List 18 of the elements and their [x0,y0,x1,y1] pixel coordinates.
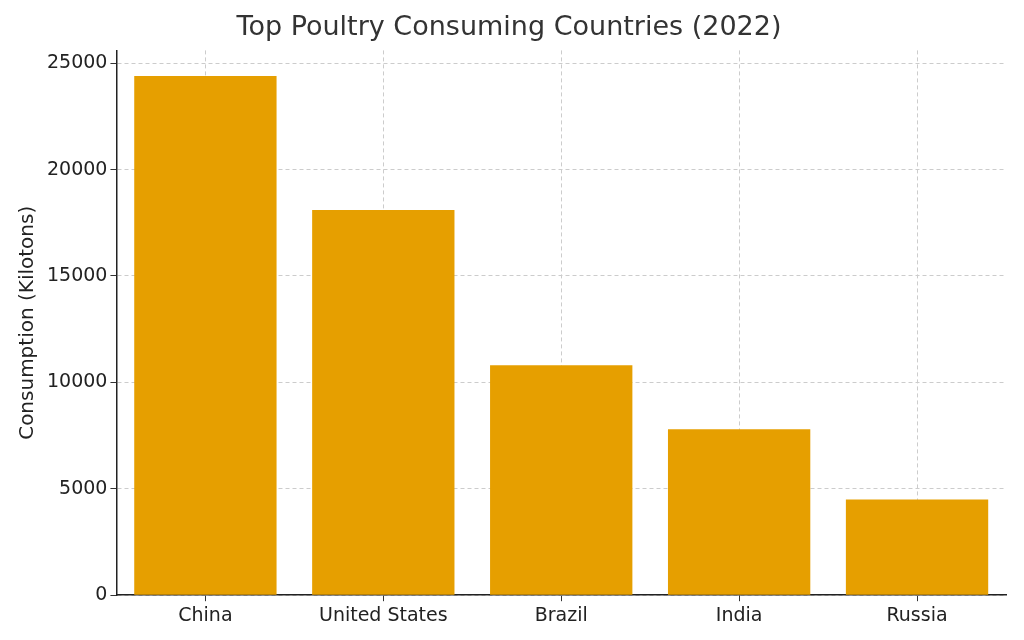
y-tick-label: 25000 [46,50,108,73]
bar [845,499,989,595]
x-tick-label: India [715,602,763,625]
y-axis-title: Consumption (Kilotons) [14,205,39,440]
x-tick-label: Russia [886,602,948,625]
y-tick-label: 20000 [46,156,108,179]
y-tick-label: 5000 [59,475,108,498]
bar [312,210,455,595]
x-tick-label: Brazil [534,602,588,625]
y-tick-label: 0 [95,582,108,605]
bar [667,429,811,595]
x-tick-label: United States [318,602,448,625]
chart-title: Top Poultry Consuming Countries (2022) [235,10,782,42]
y-tick-label: 15000 [46,262,108,285]
x-tick-label: China [178,602,233,625]
bar [134,75,277,595]
y-tick-label: 10000 [46,369,108,392]
bar [490,365,633,595]
